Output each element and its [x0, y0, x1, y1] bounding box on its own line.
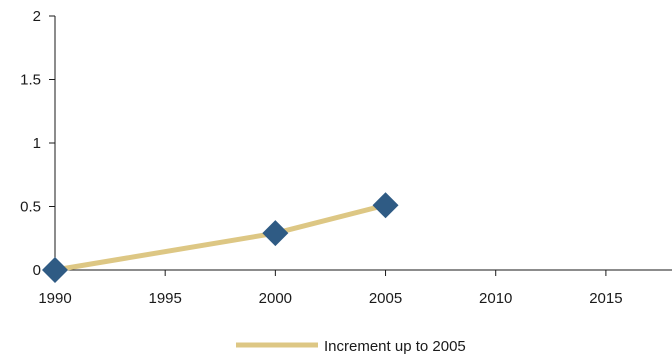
- x-tick-label: 2005: [369, 290, 402, 307]
- series-line-increment: [54, 202, 387, 273]
- x-tick-label: 2015: [589, 290, 622, 307]
- y-axis: 0 0.5 1 1.5 2: [20, 8, 56, 279]
- y-tick-label: 0.5: [20, 199, 41, 216]
- legend: Increment up to 2005: [236, 338, 466, 355]
- y-tick-label: 2: [33, 8, 41, 25]
- x-axis: 1990 1995 2000 2005 2010 2015: [38, 269, 672, 307]
- y-tick-label: 1: [33, 135, 41, 152]
- y-tick-label: 0: [33, 262, 41, 279]
- x-tick-label: 2000: [259, 290, 292, 307]
- x-tick-label: 2010: [479, 290, 512, 307]
- data-point-marker: [262, 220, 289, 247]
- data-point-marker: [42, 257, 68, 283]
- x-tick-label: 1990: [38, 290, 71, 307]
- x-tick-label: 1995: [148, 290, 181, 307]
- y-tick-label: 1.5: [20, 72, 41, 89]
- legend-label-increment: Increment up to 2005: [324, 338, 466, 355]
- series-layer: [42, 192, 399, 283]
- data-point-marker: [372, 192, 399, 219]
